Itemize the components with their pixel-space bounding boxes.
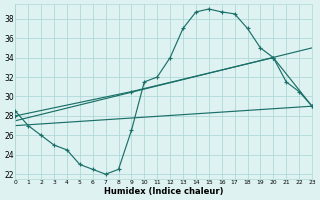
X-axis label: Humidex (Indice chaleur): Humidex (Indice chaleur): [104, 187, 223, 196]
